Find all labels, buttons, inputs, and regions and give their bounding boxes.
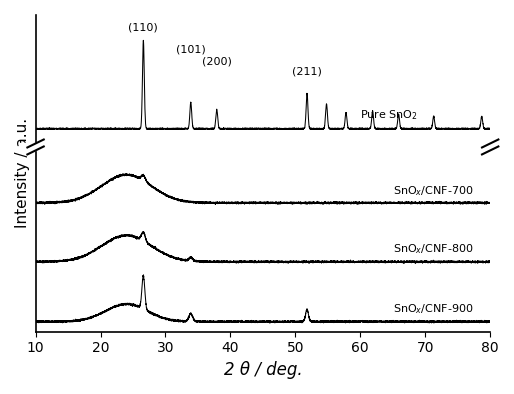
Y-axis label: Intensity / a.u.: Intensity / a.u. (15, 118, 30, 229)
Text: (211): (211) (292, 67, 322, 76)
Text: Pure SnO$_2$: Pure SnO$_2$ (360, 108, 418, 122)
Text: SnO$_x$/CNF-700: SnO$_x$/CNF-700 (393, 184, 473, 197)
Text: SnO$_x$/CNF-900: SnO$_x$/CNF-900 (393, 303, 473, 316)
Text: (200): (200) (202, 56, 232, 66)
Text: SnO$_x$/CNF-800: SnO$_x$/CNF-800 (393, 243, 473, 256)
Text: (110): (110) (128, 22, 158, 33)
X-axis label: 2 θ / deg.: 2 θ / deg. (224, 361, 302, 379)
Text: (101): (101) (176, 45, 206, 55)
